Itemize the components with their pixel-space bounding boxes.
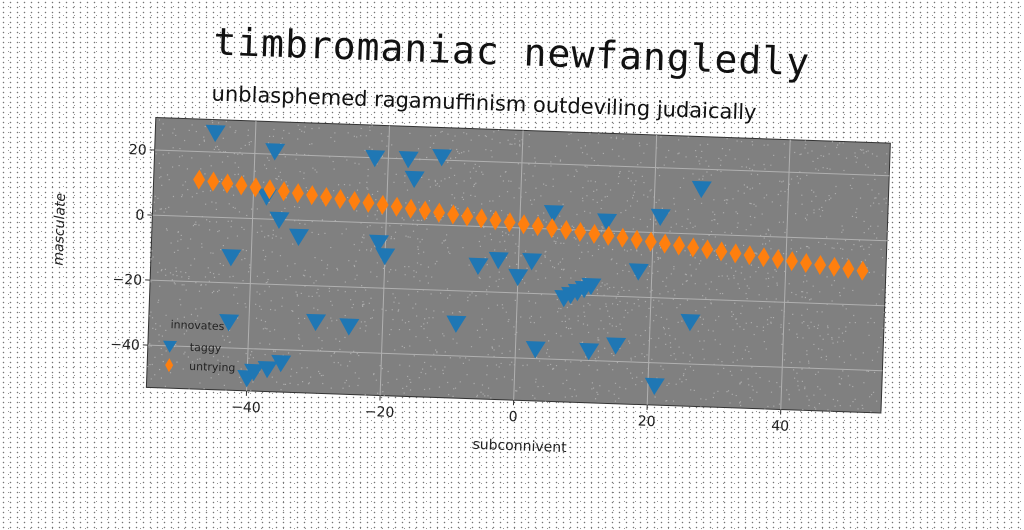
y-tick-label: −20	[112, 272, 142, 289]
legend-taggy-label: taggy	[190, 341, 222, 355]
legend-untrying-label: untrying	[189, 360, 236, 375]
x-tick-label: 20	[637, 414, 655, 431]
x-tick-label: −40	[231, 399, 261, 416]
x-tick-label: −20	[364, 404, 394, 421]
legend-title: innovates	[170, 318, 224, 333]
y-tick-label: 0	[135, 207, 144, 223]
y-tick-label: 20	[129, 142, 147, 159]
x-tick-label: 0	[508, 409, 517, 425]
x-tick-label: 40	[771, 418, 789, 435]
y-tick-label: −40	[110, 337, 140, 354]
